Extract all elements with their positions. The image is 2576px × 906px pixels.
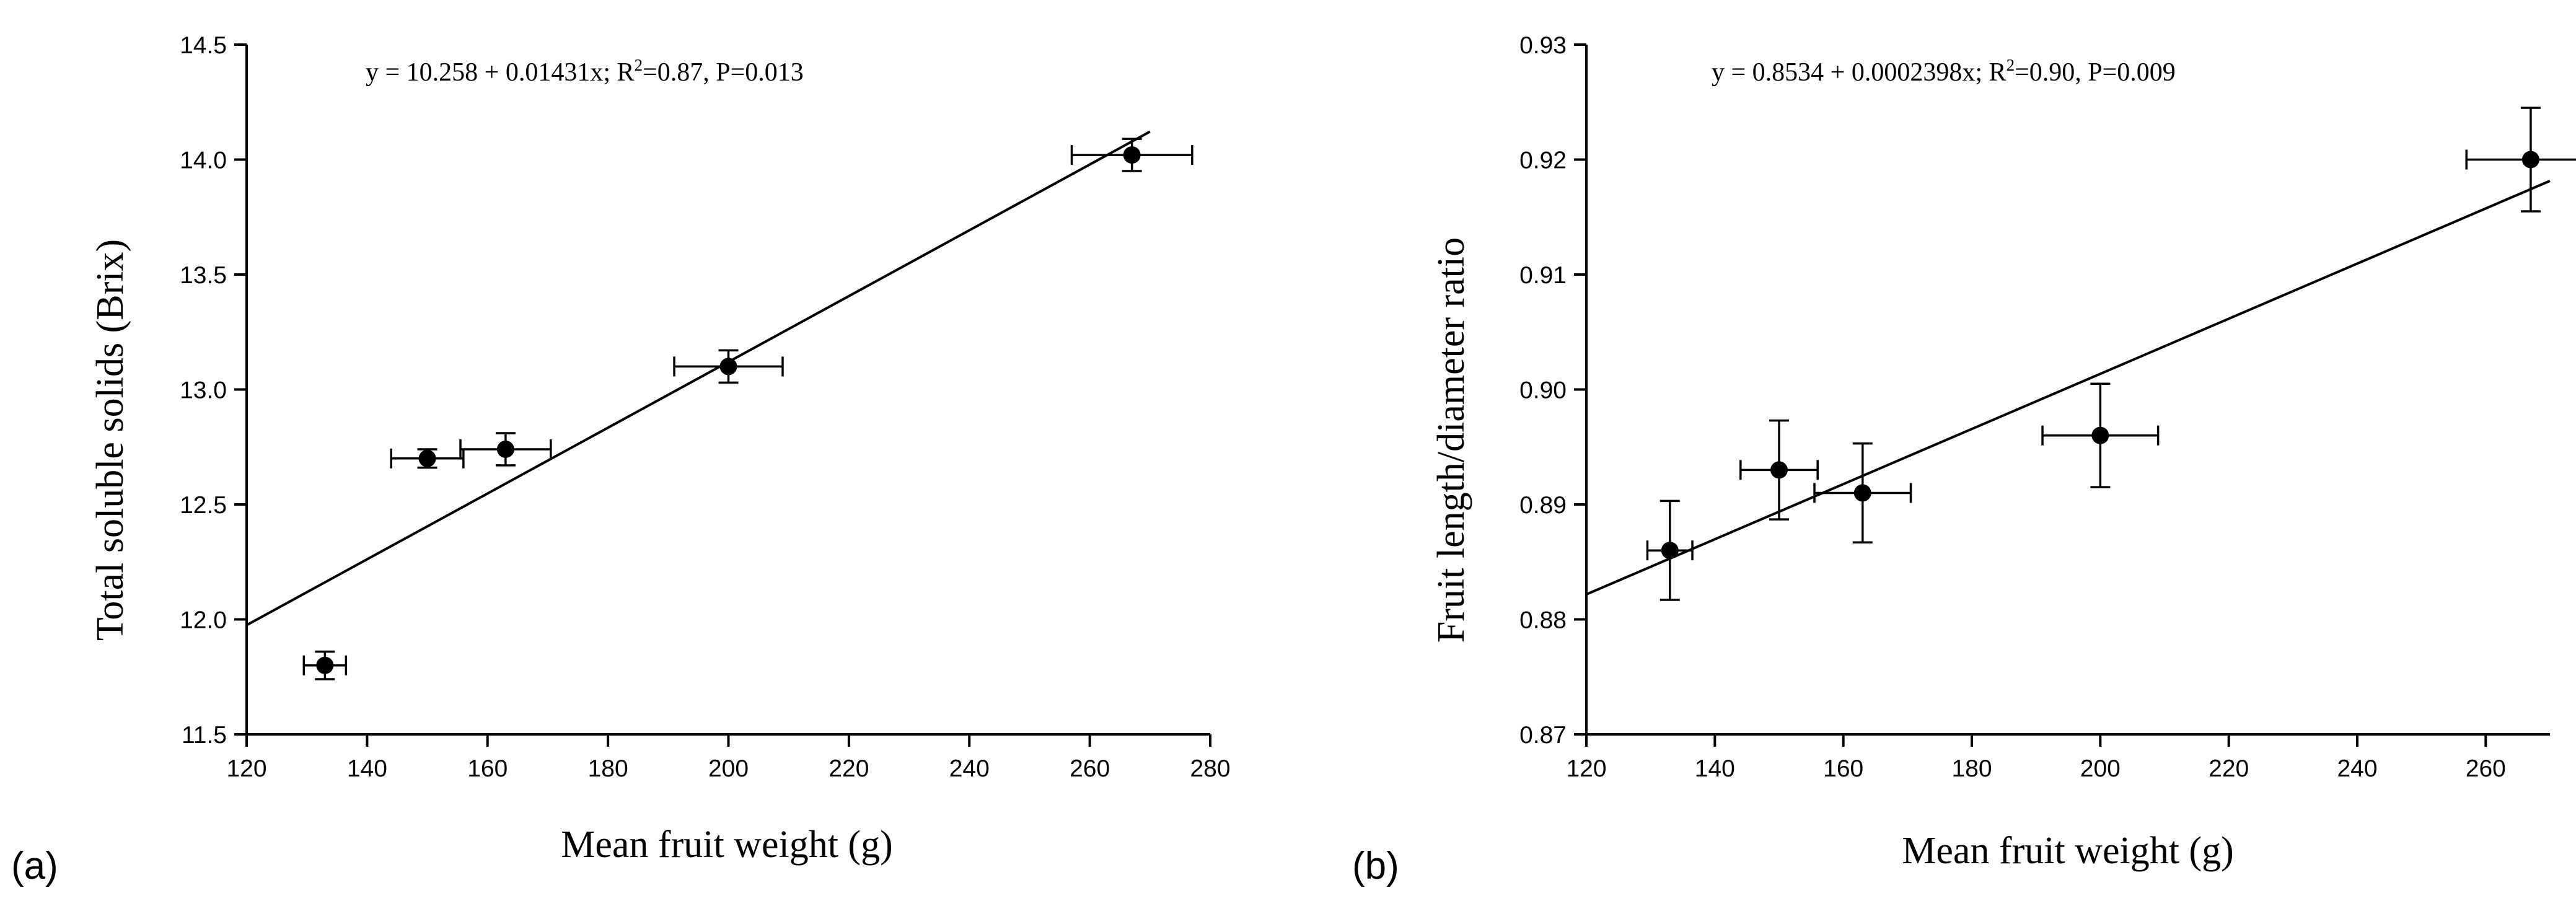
x-tick-label-b: 220: [2209, 755, 2249, 782]
y-axis-title-a: Total soluble solids (Brix): [89, 239, 131, 641]
regression-line-b: [1586, 180, 2551, 596]
x-tick-label-b: 120: [1566, 755, 1606, 782]
axes-b: [1585, 45, 2550, 736]
point-marker: [719, 358, 737, 376]
panel-label-b: (b): [1352, 845, 1399, 887]
x-tick-label-a: 260: [1070, 755, 1110, 782]
x-tick-label-a: 160: [467, 755, 508, 782]
equation-a: y = 10.258 + 0.01431x; R2=0.87, P=0.013: [366, 56, 804, 87]
x-tick-label-a: 120: [226, 755, 266, 782]
point-marker: [1770, 461, 1788, 479]
data-point-a: [673, 349, 784, 384]
y-tick-label-a: 14.0: [180, 147, 227, 174]
point-marker: [418, 449, 436, 467]
x-tick-label-b: 240: [2337, 755, 2377, 782]
x-tick-label-a: 220: [829, 755, 869, 782]
panel-label-a: (a): [11, 845, 58, 887]
data-points-a: [302, 138, 1193, 680]
ticks-a: 120 140 160 180 200 220 240 260 280 11.5 12.0 12.5 1…: [180, 32, 1230, 782]
y-tick-label-b: 0.92: [1519, 147, 1567, 174]
x-tick-label-b: 260: [2466, 755, 2506, 782]
data-point-b: [2465, 107, 2576, 213]
point-marker: [2521, 151, 2539, 169]
panel-b: y = 0.8534 + 0.0002398x; R2=0.90, P=0.00…: [1352, 32, 2576, 887]
y-tick-label-b: 0.93: [1519, 32, 1567, 59]
y-tick-label-b: 0.90: [1519, 377, 1567, 404]
y-tick-label-b: 0.91: [1519, 262, 1567, 289]
x-tick-label-a: 180: [588, 755, 628, 782]
fit-line-a: [246, 130, 1151, 627]
data-points-b: [1646, 107, 2576, 601]
y-tick-label-a: 13.5: [180, 262, 227, 289]
fit-line-b: [1586, 180, 2551, 596]
x-tick-label-b: 200: [2080, 755, 2121, 782]
y-tick-label-b: 0.89: [1519, 492, 1567, 519]
y-tick-label-a: 11.5: [182, 722, 227, 749]
equation-b: y = 0.8534 + 0.0002398x; R2=0.90, P=0.00…: [1712, 56, 2176, 87]
y-tick-label-b: 0.87: [1519, 722, 1567, 749]
y-tick-label-a: 12.0: [180, 607, 227, 634]
x-tick-label-b: 140: [1695, 755, 1735, 782]
data-point-a: [1070, 138, 1193, 172]
data-point-a: [459, 432, 552, 467]
ticks-b: 120 140 160 180 200 220 240 260 0.87 0.88 0.89 0.90…: [1519, 32, 2506, 782]
data-point-a: [302, 650, 348, 680]
x-axis-title-b: Mean fruit weight (g): [1902, 830, 2233, 872]
y-tick-label-a: 13.0: [180, 377, 227, 404]
point-marker: [496, 440, 514, 458]
x-tick-label-a: 200: [708, 755, 749, 782]
x-tick-label-b: 180: [1951, 755, 1992, 782]
data-point-b: [2041, 382, 2160, 488]
x-axis-title-a: Mean fruit weight (g): [561, 824, 892, 866]
point-marker: [2091, 426, 2109, 444]
point-marker: [1661, 542, 1679, 560]
regression-line-a: [246, 130, 1151, 627]
y-tick-label-a: 14.5: [180, 32, 227, 59]
panel-a: y = 10.258 + 0.01431x; R2=0.87, P=0.013 …: [11, 32, 1231, 887]
data-point-b: [1739, 419, 1819, 521]
x-tick-label-b: 160: [1823, 755, 1863, 782]
point-marker: [1853, 484, 1871, 502]
y-tick-label-b: 0.88: [1519, 607, 1567, 634]
point-marker: [316, 656, 334, 674]
x-tick-label-a: 240: [949, 755, 990, 782]
data-point-a: [390, 448, 465, 469]
y-tick-label-a: 12.5: [180, 492, 227, 519]
x-tick-label-a: 280: [1190, 755, 1230, 782]
x-tick-label-a: 140: [347, 755, 387, 782]
point-marker: [1123, 146, 1141, 164]
data-point-b: [1813, 442, 1912, 543]
axes-a: [245, 45, 1210, 736]
y-axis-title-b: Fruit length/diameter ratio: [1430, 237, 1472, 643]
data-point-b: [1646, 499, 1694, 601]
